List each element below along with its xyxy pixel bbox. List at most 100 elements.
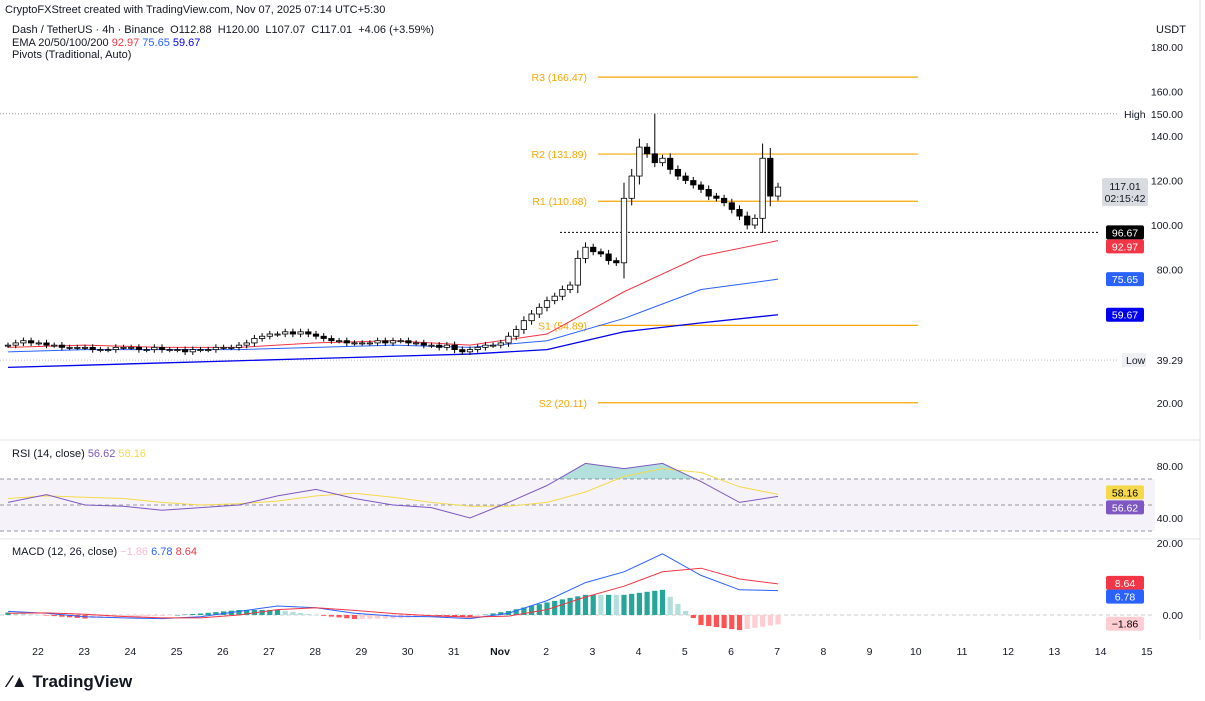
macd-histogram-bar <box>659 589 666 615</box>
macd-histogram-bar <box>590 594 596 615</box>
candle-body <box>744 215 751 226</box>
macd-histogram-bar <box>606 594 612 615</box>
candle-body <box>274 333 281 336</box>
macd-histogram-bar <box>382 615 388 619</box>
price-tick: 80.00 <box>1157 265 1183 277</box>
candle-body <box>567 284 574 290</box>
candle-body <box>674 168 682 177</box>
macd-histogram-bar <box>467 615 473 618</box>
macd-histogram-bar <box>752 615 758 628</box>
candle-body <box>220 346 227 349</box>
candle-body <box>243 342 250 346</box>
macd-histogram-bar <box>452 615 458 617</box>
price-tick: 100.00 <box>1151 220 1183 232</box>
price-tick: 120.00 <box>1151 176 1183 188</box>
candle-body <box>728 202 735 210</box>
candle-body <box>466 349 474 353</box>
ohlc-low: L107.07 <box>265 24 306 36</box>
macd-histogram-bar <box>97 615 103 618</box>
candle-body <box>428 344 435 347</box>
macd-histogram-bar <box>351 615 358 620</box>
macd-histogram-bar <box>582 594 589 615</box>
macd-histogram-bar <box>151 615 157 617</box>
candle-body <box>605 253 612 262</box>
rsi-legend[interactable]: RSI (14, close) 56.62 58.16 <box>12 448 146 460</box>
candle-body <box>474 346 481 350</box>
macd-histogram-bar <box>359 615 365 619</box>
date-tick: 8 <box>820 646 826 658</box>
candle-body <box>751 217 759 226</box>
candle-body <box>35 342 42 345</box>
date-tick: 10 <box>910 646 922 658</box>
candle-body <box>543 300 551 308</box>
macd-histogram-bar <box>667 596 673 615</box>
candle-body <box>4 344 12 347</box>
pivots-legend[interactable]: Pivots (Traditional, Auto) <box>12 49 132 61</box>
macd-value: 6.78 <box>151 546 173 558</box>
rsi-tick: 80.00 <box>1157 461 1183 473</box>
rsi-badge: 56.62 <box>1112 502 1138 514</box>
macd-histogram-bar <box>390 615 396 619</box>
tradingview-logo[interactable]: ⁄▲ TradingView <box>8 672 133 691</box>
macd-legend[interactable]: MACD (12, 26, close) −1.86 6.78 8.64 <box>12 546 197 558</box>
candle-body <box>397 340 404 343</box>
candle-body <box>389 340 397 344</box>
candle-body <box>189 349 196 353</box>
candle-body <box>228 346 235 349</box>
price-tick: 20.00 <box>1157 398 1183 410</box>
candle-body <box>81 346 89 349</box>
candle-body <box>205 349 212 352</box>
candle-body <box>482 344 489 348</box>
candle-body <box>128 346 135 349</box>
macd-histogram-bar <box>683 610 689 615</box>
candle-body <box>27 340 35 344</box>
macd-histogram-bar <box>167 615 173 616</box>
candle-body <box>405 340 412 344</box>
candle-body <box>590 246 597 253</box>
candle-body <box>143 349 150 352</box>
ema-legend[interactable]: EMA 20/50/100/200 92.97 75.65 59.67 <box>12 37 200 49</box>
candle-body <box>774 186 782 197</box>
high-label: High <box>1124 109 1146 121</box>
macd-histogram-bar <box>544 602 550 615</box>
ema50-badge: 75.65 <box>1112 274 1138 286</box>
date-tick: 25 <box>171 646 183 658</box>
candle-body <box>251 338 258 344</box>
macd-histogram-bar <box>182 614 188 615</box>
macd-histogram-bar <box>513 609 519 615</box>
ema-label: EMA 20/50/100/200 <box>12 37 109 49</box>
candle-body <box>20 340 27 344</box>
macd-histogram-bar <box>675 603 681 615</box>
symbol[interactable]: Dash / TetherUS · 4h · Binance <box>12 24 165 36</box>
candle-body <box>351 342 358 345</box>
date-tick: 27 <box>263 646 275 658</box>
macd-histogram-bar <box>190 613 196 615</box>
candle-body <box>43 342 50 346</box>
macd-histogram-bar <box>159 615 165 617</box>
date-tick: 22 <box>32 646 44 658</box>
macd-histogram-bar <box>498 612 504 615</box>
macd-histogram-bar <box>375 615 381 619</box>
price-tick: 160.00 <box>1151 87 1183 99</box>
date-tick: 13 <box>1049 646 1061 658</box>
macd-histogram-bar <box>105 615 111 618</box>
date-tick: 5 <box>682 646 688 658</box>
rsi-title: RSI (14, close) <box>12 448 85 460</box>
candle-body <box>459 349 466 353</box>
macd-tick: 0.00 <box>1163 610 1184 622</box>
candle-body <box>66 346 73 349</box>
macd-histogram-bar <box>767 615 773 626</box>
candle-body <box>151 346 158 350</box>
macd-histogram-bar <box>559 599 565 615</box>
candle-body <box>158 346 166 350</box>
candle-body <box>451 344 458 350</box>
candle-body <box>212 346 219 350</box>
candle-body <box>235 344 243 348</box>
macd-histogram-bar <box>43 615 50 616</box>
candle-body <box>759 157 766 219</box>
macd-histogram-bar <box>336 615 342 618</box>
candle-body <box>197 349 204 352</box>
candle-body <box>305 331 312 335</box>
candle-body <box>320 335 327 339</box>
